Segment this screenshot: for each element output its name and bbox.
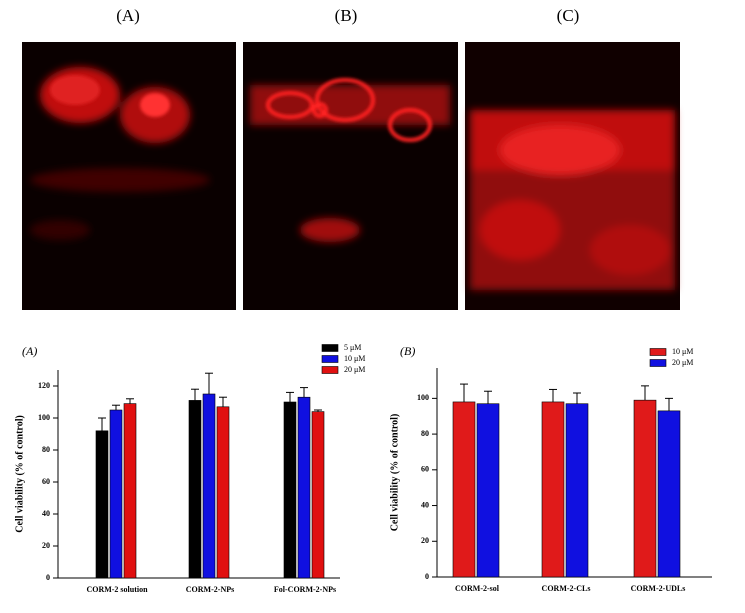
micrograph-b: [243, 42, 458, 310]
y-tick-label: 60: [421, 465, 429, 474]
bar: [565, 403, 589, 578]
bar: [657, 410, 681, 578]
x-tick-label: CORM-2-NPs: [186, 585, 234, 594]
image-label: (C): [557, 6, 580, 25]
bar: [452, 401, 476, 578]
legend-swatch: [649, 348, 667, 356]
x-tick-label: CORM-2 solution: [86, 585, 148, 594]
y-tick-label: 60: [42, 477, 50, 486]
y-tick-label: 20: [421, 536, 429, 545]
bar: [123, 403, 137, 579]
legend-swatch: [321, 366, 339, 374]
y-tick-label: 0: [425, 572, 429, 581]
x-tick-label: Fol-CORM-2-NPs: [274, 585, 336, 594]
legend-label: 5 μM: [344, 343, 361, 352]
image-label: (B): [335, 6, 358, 25]
y-tick-label: 80: [42, 445, 50, 454]
bar: [188, 400, 202, 579]
y-tick-label: 100: [38, 413, 50, 422]
bar: [476, 403, 500, 578]
y-tick-label: 80: [421, 429, 429, 438]
y-axis-label: Cell viability (% of control): [14, 415, 25, 533]
y-tick-label: 20: [42, 541, 50, 550]
panel-label: (A): [22, 344, 37, 358]
y-axis-label: Cell viability (% of control): [389, 414, 400, 532]
x-tick-label: CORM-2-sol: [455, 584, 500, 593]
bar: [633, 399, 657, 578]
y-tick-label: 100: [417, 393, 429, 402]
y-tick-label: 40: [421, 500, 429, 509]
legend-swatch: [649, 359, 667, 367]
micrograph-c: [465, 42, 680, 310]
bar: [95, 430, 109, 579]
legend-swatch: [321, 355, 339, 363]
y-tick-label: 120: [38, 381, 50, 390]
legend-swatch: [321, 344, 339, 352]
bar: [297, 396, 311, 579]
legend-label: 10 μM: [344, 354, 365, 363]
x-tick-label: CORM-2-CLs: [542, 584, 591, 593]
bar: [202, 393, 216, 579]
micrograph-a: [22, 42, 236, 310]
y-tick-label: 40: [42, 509, 50, 518]
bar: [541, 401, 565, 578]
panel-label: (B): [400, 344, 415, 358]
y-tick-label: 0: [46, 573, 50, 582]
bar: [216, 406, 230, 579]
bar: [109, 409, 123, 579]
bar: [311, 411, 325, 579]
legend-label: 20 μM: [344, 365, 365, 374]
legend-label: 20 μM: [672, 358, 693, 367]
image-label: (A): [116, 6, 140, 25]
x-tick-label: CORM-2-UDLs: [631, 584, 686, 593]
legend-label: 10 μM: [672, 347, 693, 356]
bar: [283, 401, 297, 579]
